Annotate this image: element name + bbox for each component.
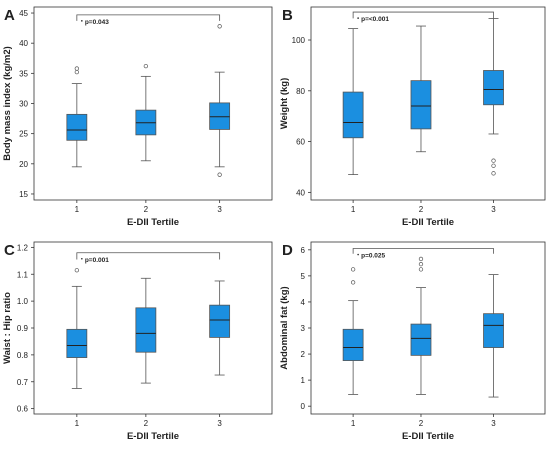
panel-B-xtick-label: 1 [351, 205, 356, 214]
panel-B-outlier [491, 158, 496, 163]
panel-D-outlier [350, 280, 356, 285]
panel-C-x-axis-title: E-DII Tertile [127, 431, 179, 442]
panel-D-y-axis-title: Abdominal fat (kg) [279, 286, 290, 369]
panel-B-ytick-label: 80 [296, 87, 305, 96]
panel-C-ytick-label: 1.0 [17, 297, 29, 306]
panel-D-ytick-label: 5 [301, 272, 306, 281]
panel-B-box-1 [342, 91, 364, 139]
panel-D-ytick-label: 1 [301, 376, 306, 385]
panel-B-box-2 [410, 80, 432, 130]
panel-D-outlier [418, 256, 424, 262]
panel-C-ytick-label: 0.6 [17, 405, 29, 414]
panel-D-box-3 [483, 313, 504, 348]
panel-B-significance-label: p=<0.001 [361, 16, 389, 23]
panel-D-outlier [418, 262, 424, 267]
panel-D-ytick-label: 3 [301, 324, 306, 333]
panel-A-box-3 [209, 102, 231, 130]
panel-B-xtick-label: 2 [419, 205, 424, 214]
panel-D-letter: D [282, 242, 293, 259]
panel-C-ytick-label: 0.9 [17, 324, 29, 333]
panel-A-outlier [217, 24, 222, 29]
panel-C-xtick-label: 3 [217, 419, 222, 428]
panel-A-ytick-label: 45 [19, 9, 28, 18]
panel-B-y-axis-title: Weight (kg) [279, 78, 290, 130]
panel-D-significance-label: p=0.025 [361, 253, 385, 260]
panel-C-significance-label: p=0.001 [85, 257, 109, 264]
panel-A-outlier [143, 63, 149, 69]
panel-A-outlier [74, 66, 79, 71]
panel-B-significance-bracket [352, 11, 494, 19]
panel-C-letter: C [4, 242, 15, 259]
panel-A-frame [33, 6, 273, 201]
panel-D-ytick-label: 2 [301, 350, 306, 359]
panel-A-significance-marker [81, 20, 83, 22]
panel-D-ytick-label: 0 [301, 402, 306, 411]
panel-A-outlier [74, 69, 79, 75]
panel-A-outlier [217, 172, 222, 177]
panel-A-ytick-label: 25 [19, 130, 28, 139]
panel-B-outlier [491, 171, 496, 176]
panel-C-ytick-label: 0.8 [17, 351, 29, 360]
panel-C-box-2 [135, 307, 157, 353]
panel-A-y-axis-title: Body mass index (kg/m2) [2, 46, 13, 161]
panel-B-ytick-label: 100 [292, 36, 306, 45]
panel-C-xtick-label: 2 [144, 419, 149, 428]
panel-B-x-axis-title: E-DII Tertile [402, 217, 454, 228]
panel-C-outlier [74, 268, 79, 273]
panel-D-xtick-label: 3 [491, 419, 496, 428]
panel-A-xtick-label: 1 [75, 205, 80, 214]
panel-D-outlier [418, 267, 424, 272]
panel-D-outlier [350, 267, 356, 272]
panel-D-xtick-label: 2 [419, 419, 424, 428]
panel-C-ytick-label: 0.7 [17, 378, 29, 387]
panel-A-ytick-label: 35 [19, 69, 28, 78]
panel-A-xtick-label: 2 [144, 205, 149, 214]
panel-D-ytick-label: 6 [301, 246, 306, 255]
panel-D-ytick-label: 4 [301, 298, 306, 307]
panel-A-ytick-label: 30 [19, 100, 28, 109]
panel-A-significance-bracket [76, 14, 221, 21]
panel-D-x-axis-title: E-DII Tertile [402, 431, 454, 442]
panel-B-box-3 [483, 70, 504, 106]
panel-B-xtick-label: 3 [491, 205, 496, 214]
panel-D-box-2 [410, 323, 432, 356]
panel-A-xtick-label: 3 [217, 205, 222, 214]
panel-B-letter: B [282, 7, 293, 24]
panel-C-box-1 [66, 328, 88, 358]
panel-B-significance-marker [357, 17, 359, 19]
panel-B-ytick-label: 40 [296, 188, 305, 197]
panel-C-xtick-label: 1 [75, 419, 80, 428]
panel-D-xtick-label: 1 [351, 419, 356, 428]
panel-B-frame [310, 6, 546, 201]
panel-C-significance-bracket [76, 252, 221, 260]
panel-A-ytick-label: 20 [19, 160, 28, 169]
panel-D-significance-marker [357, 253, 359, 256]
panel-A-letter: A [4, 7, 15, 24]
panel-C-y-axis-title: Waist : Hip ratio [2, 292, 13, 364]
panel-A-ytick-label: 40 [19, 39, 28, 48]
panel-D-box-1 [342, 328, 364, 361]
panel-A-box-1 [66, 113, 88, 141]
panel-C-box-3 [209, 304, 231, 338]
panel-C-ytick-label: 1.1 [17, 270, 29, 279]
panel-A-ytick-label: 15 [19, 190, 28, 199]
panel-D-significance-bracket [352, 248, 494, 254]
panel-C-ytick-label: 1.2 [17, 243, 29, 252]
panel-B-ytick-label: 60 [296, 138, 305, 147]
panel-B-outlier [491, 163, 496, 168]
panel-A-significance-label: p=0.043 [85, 19, 109, 26]
panel-C-significance-marker [81, 257, 83, 260]
panel-A-x-axis-title: E-DII Tertile [127, 217, 179, 228]
